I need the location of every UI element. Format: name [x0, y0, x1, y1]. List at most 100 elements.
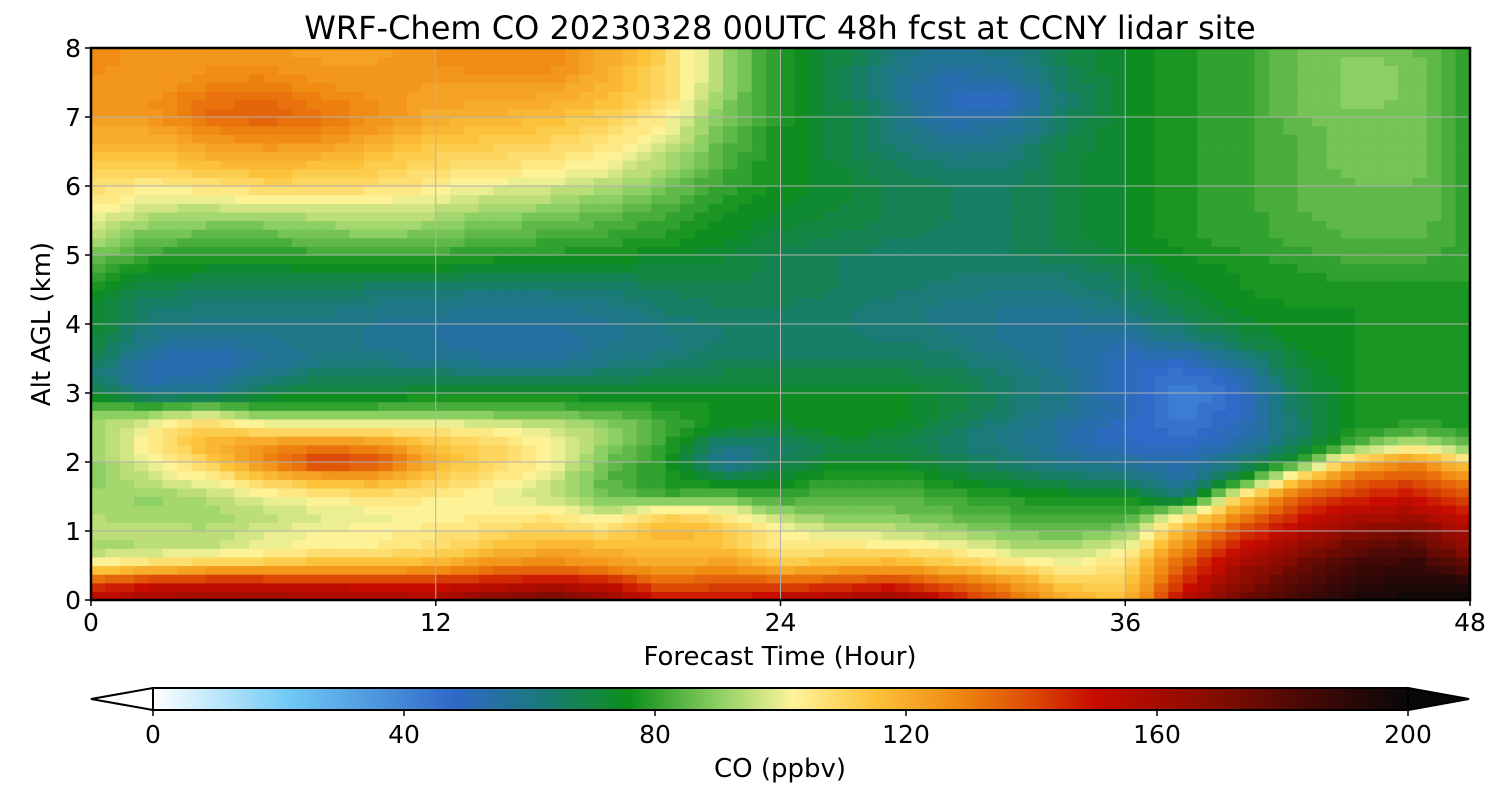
heatmap-cell [392, 479, 408, 489]
heatmap-cell [924, 134, 940, 144]
heatmap-cell [1153, 237, 1169, 247]
heatmap-cell [91, 160, 106, 170]
heatmap-cell [1153, 255, 1169, 265]
heatmap-cell [292, 565, 308, 575]
heatmap-cell [881, 108, 897, 118]
heatmap-cell [622, 496, 638, 506]
heatmap-cell [435, 186, 451, 196]
heatmap-cell [277, 591, 293, 600]
heatmap-cell [737, 280, 753, 291]
heatmap-cell [177, 142, 193, 153]
heatmap-cell [881, 410, 897, 420]
heatmap-cell [234, 341, 250, 351]
heatmap-cell [277, 539, 293, 549]
heatmap-cell [679, 470, 695, 480]
heatmap-cell [177, 237, 193, 247]
heatmap-cell [823, 574, 839, 584]
heatmap-cell [478, 444, 494, 454]
heatmap-cell [866, 341, 882, 351]
heatmap-cell [263, 306, 279, 316]
heatmap-cell [679, 522, 695, 532]
heatmap-cell [622, 298, 638, 308]
heatmap-cell [378, 505, 394, 515]
heatmap-cell [450, 479, 466, 489]
heatmap-cell [478, 496, 494, 506]
heatmap-cell [737, 539, 753, 549]
heatmap-cell [1024, 496, 1040, 506]
heatmap-cell [349, 151, 365, 161]
heatmap-cell [780, 177, 796, 187]
heatmap-cell [895, 427, 911, 437]
heatmap-cell [1125, 186, 1141, 196]
heatmap-cell [1125, 48, 1141, 58]
heatmap-cell [1153, 56, 1169, 66]
heatmap-cell [823, 91, 839, 101]
heatmap-cell [191, 522, 207, 532]
heatmap-cell [363, 332, 379, 342]
heatmap-cell [579, 513, 595, 523]
heatmap-cell [679, 349, 695, 360]
heatmap-cell [134, 125, 150, 135]
heatmap-cell [1096, 91, 1112, 101]
heatmap-cell [435, 531, 451, 541]
heatmap-cell [119, 341, 135, 351]
heatmap-cell [1082, 505, 1098, 515]
heatmap-cell [134, 436, 150, 446]
heatmap-cell [794, 280, 810, 291]
heatmap-cell [938, 358, 954, 368]
heatmap-cell [895, 513, 911, 523]
heatmap-cell [565, 186, 580, 196]
heatmap-cell [751, 427, 767, 437]
heatmap-cell [636, 151, 652, 161]
heatmap-cell [636, 556, 652, 567]
heatmap-cell [306, 349, 322, 360]
heatmap-cell [450, 384, 466, 394]
heatmap-cell [1024, 255, 1040, 265]
heatmap-cell [636, 315, 652, 325]
heatmap-cell [550, 358, 566, 368]
heatmap-cell [550, 117, 566, 127]
heatmap-cell [895, 375, 911, 385]
heatmap-cell [1153, 142, 1169, 153]
heatmap-cell [665, 298, 681, 308]
heatmap-cell [924, 367, 940, 377]
heatmap-cell [134, 358, 150, 368]
heatmap-cell [177, 186, 193, 196]
heatmap-cell [881, 496, 897, 506]
heatmap-cell [177, 462, 193, 472]
heatmap-cell [579, 427, 595, 437]
heatmap-cell [579, 410, 595, 420]
heatmap-cell [249, 315, 264, 325]
heatmap-cell [91, 99, 106, 109]
heatmap-cell [608, 582, 624, 592]
heatmap-cell [593, 565, 609, 575]
heatmap-cell [335, 134, 351, 144]
heatmap-cell [909, 315, 925, 325]
heatmap-cell [665, 591, 681, 600]
heatmap-cell [134, 237, 150, 247]
heatmap-cell [780, 229, 796, 239]
heatmap-cell [924, 151, 940, 161]
heatmap-cell [694, 186, 710, 196]
heatmap-cell [622, 556, 638, 567]
heatmap-cell [608, 375, 624, 385]
heatmap-cell [751, 237, 767, 247]
heatmap-cell [234, 410, 250, 420]
heatmap-cell [263, 375, 279, 385]
heatmap-cell [1139, 470, 1155, 480]
heatmap-cell [1139, 177, 1155, 187]
heatmap-cell [1110, 548, 1126, 558]
heatmap-cell [263, 505, 279, 515]
heatmap-cell [751, 160, 767, 170]
heatmap-cell [565, 82, 580, 92]
heatmap-cell [378, 332, 394, 342]
heatmap-cell [1053, 186, 1069, 196]
heatmap-cell [651, 367, 667, 377]
heatmap-cell [1125, 556, 1141, 567]
heatmap-cell [1096, 401, 1112, 411]
heatmap-cell [162, 108, 178, 118]
heatmap-cell [579, 496, 595, 506]
heatmap-cell [1096, 125, 1112, 135]
heatmap-cell [550, 177, 566, 187]
heatmap-cell [191, 229, 207, 239]
